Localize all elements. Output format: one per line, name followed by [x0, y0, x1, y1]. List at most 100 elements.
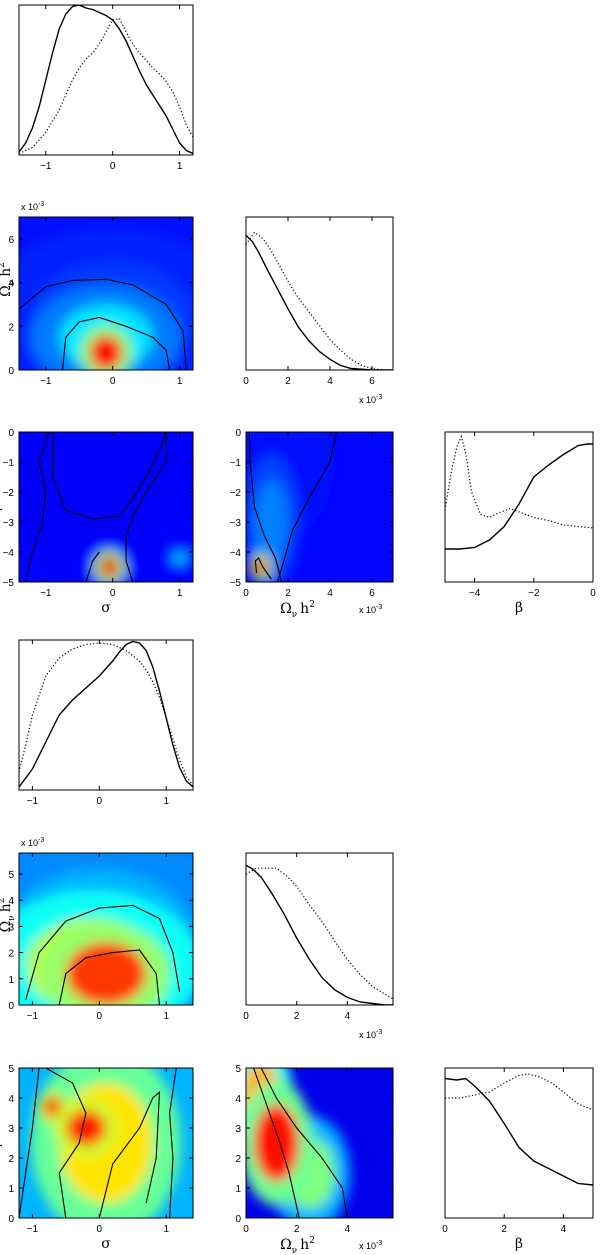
axes-frame — [18, 216, 194, 371]
x-tick-label: 2 — [294, 1224, 300, 1235]
density-peak — [42, 1096, 63, 1118]
x-tick-label: 1 — [177, 161, 183, 172]
y-tick-label: 3 — [235, 1124, 241, 1135]
x-axis-label: β — [515, 600, 523, 616]
x-tick-label: 2 — [501, 1224, 507, 1235]
density-peak — [254, 480, 288, 564]
contour-line — [51, 432, 167, 520]
x-axis-label-h: h — [300, 1237, 309, 1253]
contour-line — [58, 949, 161, 1005]
lines-a_beta — [445, 434, 593, 550]
contour-line — [25, 432, 50, 582]
y-tick-label: 3 — [8, 1124, 14, 1135]
contour-line — [253, 1068, 300, 1218]
y-axis-label-omega: Ω — [0, 285, 14, 297]
x-tick-label: 6 — [369, 376, 375, 387]
y-tick-label: 2 — [8, 322, 14, 333]
marginalised-curve — [19, 640, 193, 788]
x-tick-label: −1 — [40, 588, 52, 599]
y-tick-label: 2 — [235, 1154, 241, 1165]
density-peak — [174, 553, 185, 563]
x-tick-label: 0 — [110, 161, 116, 172]
contour-line — [260, 1068, 348, 1218]
y-exponent-label: x 10-3 — [21, 837, 44, 848]
x-tick-label: 0 — [442, 1224, 448, 1235]
x-axis-label: σ — [101, 1236, 111, 1252]
y-tick-label: 1 — [235, 1184, 241, 1195]
axes-frame — [18, 639, 194, 791]
contour-line — [248, 432, 283, 582]
density-peak — [253, 1104, 300, 1182]
x-tick-label: 0 — [97, 1011, 103, 1022]
x-tick-label: 6 — [369, 588, 375, 599]
x-tick-label: −1 — [40, 376, 52, 387]
marginalised-curve — [246, 234, 393, 370]
lines-a_omega — [246, 231, 393, 370]
y-tick-label: 4 — [8, 1094, 14, 1105]
y-tick-label: 5 — [8, 870, 14, 881]
x-tick-label: 1 — [177, 588, 183, 599]
y-axis-label-omega: Ω — [0, 921, 14, 933]
y-tick-label: 0 — [8, 1001, 14, 1012]
axes-frame — [245, 216, 394, 371]
heatmap-b_om_beta — [246, 1068, 393, 1218]
density-peak — [89, 335, 123, 370]
density-peak — [45, 432, 180, 567]
contour-line — [61, 316, 171, 370]
axes-frame — [245, 431, 394, 583]
marginalised-curve — [19, 5, 193, 155]
contour-line — [254, 557, 272, 580]
y-tick-label: 1 — [8, 1184, 14, 1195]
x-tick-label: −1 — [27, 1224, 39, 1235]
mean-likelihood-curve — [19, 17, 193, 155]
contour-line — [85, 551, 100, 582]
x-tick-label: 0 — [590, 588, 596, 599]
x-tick-label: 2 — [285, 588, 291, 599]
y-tick-label: −4 — [3, 548, 15, 559]
mean-likelihood-curve — [246, 867, 393, 1000]
y-tick-label: −1 — [230, 458, 242, 469]
axes-frame — [18, 4, 194, 156]
panel-b_sig_beta: −1 0 1 0 1 2 3 4 5 σ β — [0, 1064, 194, 1252]
contour-line — [169, 1068, 177, 1218]
y-tick-label: 2 — [8, 949, 14, 960]
panel-a_sigma: −1 0 1 — [18, 4, 194, 172]
y-axis-label-h: h — [0, 268, 14, 277]
x-tick-label: 0 — [97, 1224, 103, 1235]
axes-frame — [18, 431, 194, 583]
lines-a_sigma — [19, 5, 193, 155]
x-tick-label: 0 — [243, 376, 249, 387]
axes-frame — [18, 852, 194, 1006]
panel-a_om_beta: 0 2 4 6 −5 −4 −3 −2 −1 0 Ων h2 x 10-3 — [230, 428, 394, 620]
contour-line — [19, 1068, 40, 1218]
y-axis-label: β — [0, 503, 3, 511]
panel-a_sig_beta: −101−5−4−3−2−10σβ — [0, 428, 194, 616]
contour-line — [98, 1090, 161, 1218]
y-tick-label: −4 — [230, 548, 242, 559]
y-tick-label: 3 — [8, 922, 14, 933]
lines-b_omega — [246, 864, 393, 1005]
x-tick-label: 0 — [97, 796, 103, 807]
x-tick-label: 0 — [243, 1224, 249, 1235]
x-axis-label: β — [515, 1236, 523, 1252]
axes-frame — [444, 431, 594, 583]
x-tick-label: 4 — [561, 1224, 567, 1235]
x-exponent-label-power: -3 — [376, 604, 382, 611]
y-tick-label: −5 — [3, 578, 15, 589]
panel-b_beta: 0 2 4 β — [442, 1067, 594, 1252]
y-tick-label: 0 — [8, 1214, 14, 1225]
x-exponent-label-base: x 10 — [359, 1241, 376, 1251]
x-exponent-label-base: x 10 — [359, 395, 376, 405]
y-tick-label: −1 — [3, 458, 15, 469]
y-tick-label: 0 — [235, 428, 241, 439]
x-tick-label: 2 — [285, 376, 291, 387]
mean-likelihood-curve — [19, 642, 193, 786]
x-exponent-label-base: x 10 — [359, 605, 376, 615]
x-exponent-label: x 10-3 — [359, 1029, 382, 1040]
x-exponent-label: x 10-3 — [359, 604, 382, 615]
y-tick-label: 0 — [8, 428, 14, 439]
lines-b_sigma — [19, 640, 193, 788]
y-axis-label-nu: ν — [7, 280, 17, 285]
